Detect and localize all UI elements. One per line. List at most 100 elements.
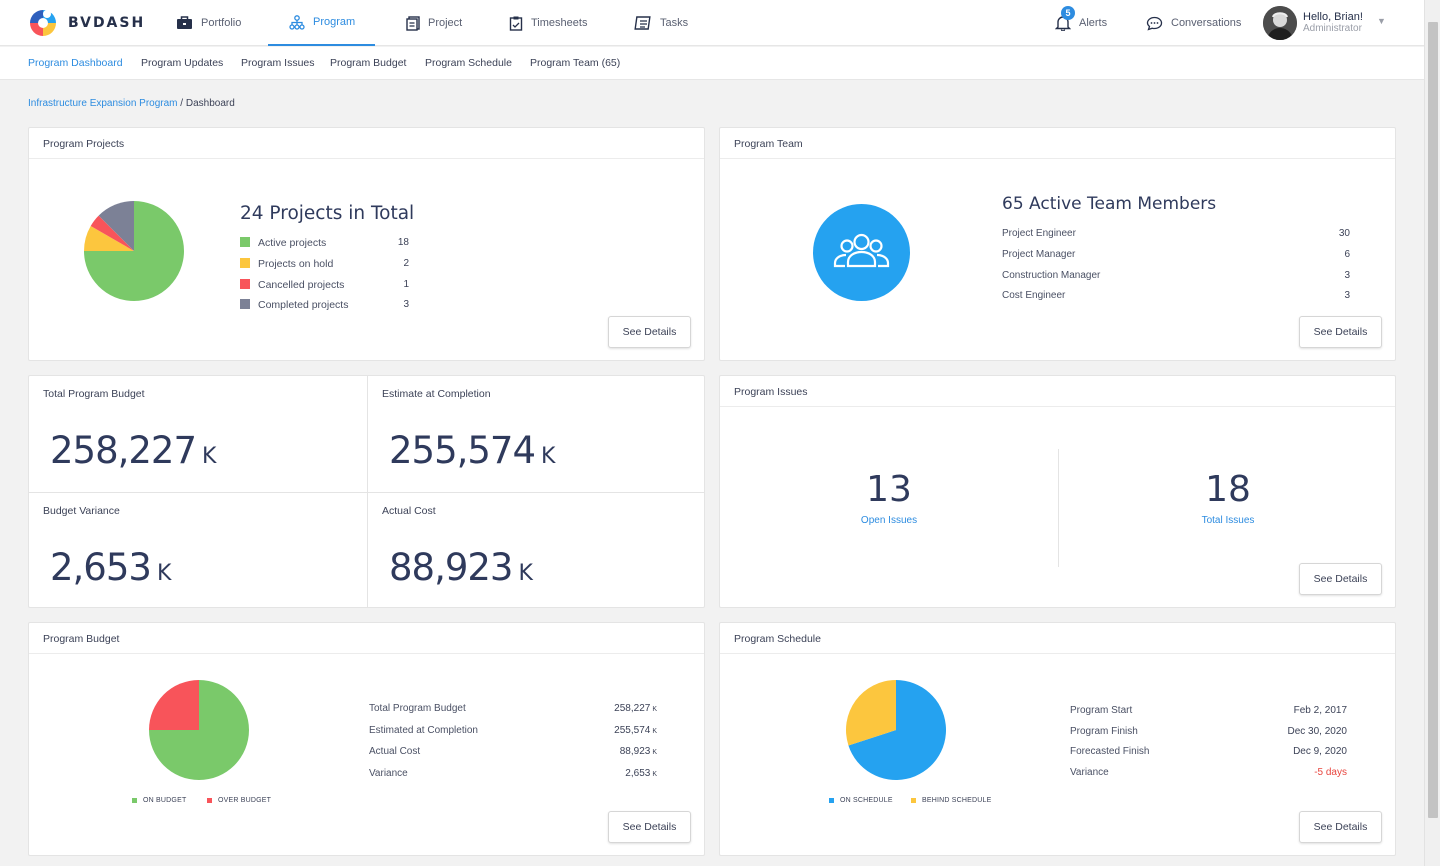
metric-eac-value: 255,574 K <box>389 429 555 472</box>
schedule-legend-behind-swatch <box>911 797 916 803</box>
projects-pie-chart <box>84 201 184 301</box>
schedule-row-finish-label: Program Finish <box>1070 726 1138 737</box>
budget-row-eac-label: Estimated at Completion <box>369 725 478 736</box>
avatar[interactable] <box>1263 6 1297 40</box>
team-role-manager: Project Manager <box>1002 249 1076 260</box>
breadcrumb-separator: / <box>177 98 186 109</box>
budget-row-actual-value: 88,923 K <box>569 746 657 757</box>
user-menu[interactable]: Hello, Brian! Administrator <box>1263 6 1363 40</box>
team-role-construction: Construction Manager <box>1002 270 1101 281</box>
program-issues-card: Program Issues 13 Open Issues 18 Total I… <box>719 375 1396 608</box>
brand-name: BVDASH <box>68 15 146 31</box>
schedule-row-forecast-value: Dec 9, 2020 <box>1293 746 1347 757</box>
schedule-row-finish-value: Dec 30, 2020 <box>1287 726 1348 737</box>
list-icon <box>634 15 651 30</box>
budget-row-total-label: Total Program Budget <box>369 703 466 714</box>
team-total-headline: 65 Active Team Members <box>1002 194 1217 214</box>
program-budget-title: Program Budget <box>29 623 704 654</box>
schedule-row-variance-value: -5 days <box>1314 767 1347 778</box>
metric-actual-label: Actual Cost <box>382 505 436 517</box>
budget-row-eac-number: 255,574 <box>614 725 651 736</box>
team-role-cost: Cost Engineer <box>1002 290 1066 301</box>
nav-project[interactable]: Project <box>406 0 462 46</box>
budget-row-variance-label: Variance <box>369 768 408 779</box>
document-icon <box>406 15 420 31</box>
schedule-legend-behind: BEHIND SCHEDULE <box>911 797 992 804</box>
budget-row-eac-unit: K <box>652 728 657 735</box>
breadcrumb: Infrastructure Expansion Program / Dashb… <box>28 98 235 109</box>
scrollbar-thumb[interactable] <box>1428 22 1438 818</box>
schedule-row-forecast-label: Forecasted Finish <box>1070 746 1150 757</box>
nav-timesheets-label: Timesheets <box>531 17 588 29</box>
page-scrollbar[interactable] <box>1424 0 1440 866</box>
nav-portfolio-label: Portfolio <box>201 17 242 29</box>
budget-row-variance-value: 2,653 K <box>569 768 657 779</box>
nav-program[interactable]: Program <box>268 0 375 46</box>
tab-program-team[interactable]: Program Team (65) <box>530 57 621 69</box>
nav-project-label: Project <box>428 17 463 29</box>
legend-swatch-completed <box>240 299 250 309</box>
briefcase-icon <box>177 16 192 29</box>
projects-see-details-button[interactable]: See Details <box>608 316 691 348</box>
budget-legend-on-label: ON BUDGET <box>143 797 187 804</box>
program-team-card: Program Team 65 Active Team Members Proj… <box>719 127 1396 361</box>
pie-slice-on-schedule <box>848 680 946 780</box>
alerts-count-badge: 5 <box>1061 6 1075 20</box>
metrics-vertical-divider <box>367 376 368 607</box>
tab-program-budget[interactable]: Program Budget <box>330 57 407 69</box>
team-see-details-button[interactable]: See Details <box>1299 316 1382 348</box>
schedule-row-start-label: Program Start <box>1070 705 1133 716</box>
budget-legend-on-swatch <box>132 797 137 803</box>
team-group-icon <box>813 204 910 301</box>
nav-alerts[interactable]: 5 Alerts <box>1055 0 1107 46</box>
nav-portfolio[interactable]: Portfolio <box>176 0 241 46</box>
legend-swatch-hold <box>240 258 250 268</box>
brand-logo[interactable]: BVDASH <box>28 8 145 38</box>
budget-row-actual-number: 88,923 <box>619 746 651 757</box>
tab-program-issues[interactable]: Program Issues <box>241 57 315 69</box>
user-portrait-icon <box>1263 6 1297 40</box>
pie-slice-over-budget <box>149 680 199 730</box>
nav-conversations[interactable]: Conversations <box>1146 0 1241 46</box>
metric-variance-label: Budget Variance <box>43 505 120 517</box>
metric-eac-label: Estimate at Completion <box>382 388 491 400</box>
nav-tasks-label: Tasks <box>660 17 689 29</box>
legend-label-hold: Projects on hold <box>258 258 334 270</box>
program-team-title: Program Team <box>720 128 1395 159</box>
schedule-pie-chart <box>846 680 946 780</box>
budget-pie-chart <box>149 680 249 780</box>
metric-total-budget-number: 258,227 <box>50 429 197 472</box>
legend-label-cancelled: Cancelled projects <box>258 279 345 291</box>
chat-bubble-icon <box>1146 16 1163 31</box>
budget-row-actual-unit: K <box>652 749 657 756</box>
metric-eac-number: 255,574 <box>389 429 536 472</box>
open-issues-link[interactable]: Open Issues <box>860 515 918 526</box>
tab-program-dashboard[interactable]: Program Dashboard <box>28 57 123 69</box>
chevron-down-icon[interactable]: ▼ <box>1377 16 1386 26</box>
budget-legend-over: OVER BUDGET <box>207 797 271 804</box>
pie-slice-hold <box>84 226 134 251</box>
program-budget-card: Program Budget ON BUDGET OVER BUDGET Tot… <box>28 622 705 856</box>
breadcrumb-program-link[interactable]: Infrastructure Expansion Program <box>28 98 178 109</box>
metric-total-budget-value: 258,227 K <box>50 429 216 472</box>
team-count-cost: 3 <box>1344 290 1350 301</box>
nav-tasks[interactable]: Tasks <box>634 0 688 46</box>
bvdash-logo-icon <box>30 10 56 36</box>
metric-actual-unit: K <box>518 561 533 586</box>
budget-row-eac-value: 255,574 K <box>569 725 657 736</box>
user-role: Administrator <box>1303 23 1362 34</box>
team-count-manager: 6 <box>1344 249 1350 260</box>
tab-program-updates[interactable]: Program Updates <box>141 57 224 69</box>
budget-see-details-button[interactable]: See Details <box>608 811 691 843</box>
issues-see-details-button[interactable]: See Details <box>1299 563 1382 595</box>
tab-program-schedule[interactable]: Program Schedule <box>425 57 512 69</box>
total-issues-link[interactable]: Total Issues <box>1201 515 1255 526</box>
nav-timesheets[interactable]: Timesheets <box>509 0 587 46</box>
legend-label-completed: Completed projects <box>258 299 349 311</box>
nav-conversations-label: Conversations <box>1171 17 1242 29</box>
user-greeting: Hello, Brian! <box>1303 11 1363 23</box>
schedule-see-details-button[interactable]: See Details <box>1299 811 1382 843</box>
schedule-row-start-value: Feb 2, 2017 <box>1293 705 1347 716</box>
budget-row-variance-unit: K <box>652 771 657 778</box>
metrics-horizontal-divider <box>29 492 704 493</box>
